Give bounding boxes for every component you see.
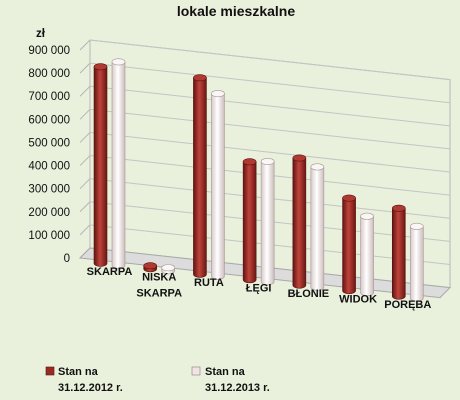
- y-tick-label: 300 000: [28, 184, 70, 196]
- gridline: [89, 62, 451, 104]
- y-tick-label: 100 000: [28, 230, 70, 242]
- chart-title: lokale mieszkalne: [177, 3, 296, 19]
- bar-2013-6: [409, 226, 424, 302]
- bar-2012-4: [292, 157, 307, 289]
- legend-swatch-2012: [45, 366, 55, 376]
- gridline: [89, 85, 451, 127]
- y-tick-label: 900 000: [28, 45, 70, 57]
- y-axis-unit: zł: [36, 28, 46, 40]
- y-tick-label: 600 000: [28, 114, 70, 126]
- bar-top-2012-1: [143, 262, 158, 270]
- legend-swatch-2013: [191, 366, 201, 376]
- legend-label-2013-line2: 31.12.2013 r.: [205, 382, 270, 394]
- y-tick-labels: 0 100 000 200 000 300 000 400 000 500 000 600 …: [28, 45, 70, 265]
- gridline-depth: [79, 108, 91, 120]
- legend: Stan na 31.12.2012 r. Stan na 31.12.2013…: [45, 366, 270, 394]
- bar-2012-3: [242, 161, 257, 284]
- gridline-depth: [79, 132, 91, 143]
- bar-2012-6: [391, 207, 406, 300]
- bar-2013-5: [360, 216, 374, 297]
- bar-top-2013-5: [360, 212, 374, 220]
- y-tick-label: 700 000: [28, 91, 70, 103]
- gridline-depth: [79, 62, 91, 74]
- category-labels: SKARPA NISKA SKARPA RUTA ŁĘGI BŁONIE WIDOK PORĘ…: [87, 266, 432, 311]
- legend-label-2012-line2: 31.12.2012 r.: [58, 382, 123, 394]
- gridline-depth: [79, 201, 91, 213]
- bar-top-2012-0: [93, 63, 108, 71]
- y-tick-label: 200 000: [28, 207, 70, 219]
- bar-2012-0: [93, 66, 108, 267]
- bar-2013-4: [310, 166, 325, 291]
- gridline: [89, 131, 451, 173]
- gridline: [89, 39, 451, 81]
- y-tick-label: 0: [64, 253, 70, 265]
- category-label: SKARPA: [87, 266, 133, 278]
- bar-top-2012-2: [193, 74, 207, 82]
- bar-top-2013-0: [111, 58, 126, 66]
- gridline-depth: [79, 178, 91, 190]
- category-label: BŁONIE: [288, 288, 330, 300]
- bar-2013-2: [211, 93, 225, 280]
- gridline-depth: [79, 39, 91, 51]
- bar-2013-3: [260, 161, 275, 286]
- bar-2012-2: [193, 77, 207, 278]
- legend-label-2012-line1: Stan na: [58, 366, 99, 378]
- bar-2012-5: [342, 197, 356, 295]
- category-label: PORĘBA: [384, 299, 431, 311]
- bar-top-2013-3: [260, 157, 275, 165]
- bar-top-2013-1: [161, 264, 176, 272]
- gridline-depth: [79, 224, 91, 236]
- category-label: ŁĘGI: [246, 283, 272, 295]
- gridline-depth: [79, 155, 91, 166]
- bar-top-2012-6: [391, 204, 406, 212]
- bar-top-2012-4: [292, 154, 307, 162]
- bar-top-2013-4: [310, 163, 325, 171]
- y-tick-label: 500 000: [28, 137, 70, 149]
- category-label: WIDOK: [339, 294, 377, 306]
- category-label: SKARPA: [136, 288, 182, 300]
- legend-label-2013-line1: Stan na: [205, 366, 246, 378]
- y-tick-label: 800 000: [28, 68, 70, 80]
- bar-top-2012-5: [342, 194, 356, 202]
- bar-top-2013-6: [409, 222, 424, 230]
- bars: [93, 58, 424, 302]
- bar-top-2013-2: [211, 90, 225, 98]
- category-label: NISKA: [142, 272, 176, 284]
- bar-top-2012-3: [242, 158, 257, 166]
- category-label: RUTA: [194, 277, 224, 289]
- bar-2013-0: [111, 61, 126, 269]
- gridline: [89, 108, 451, 150]
- gridline-depth: [79, 85, 91, 97]
- y-tick-label: 400 000: [28, 161, 70, 173]
